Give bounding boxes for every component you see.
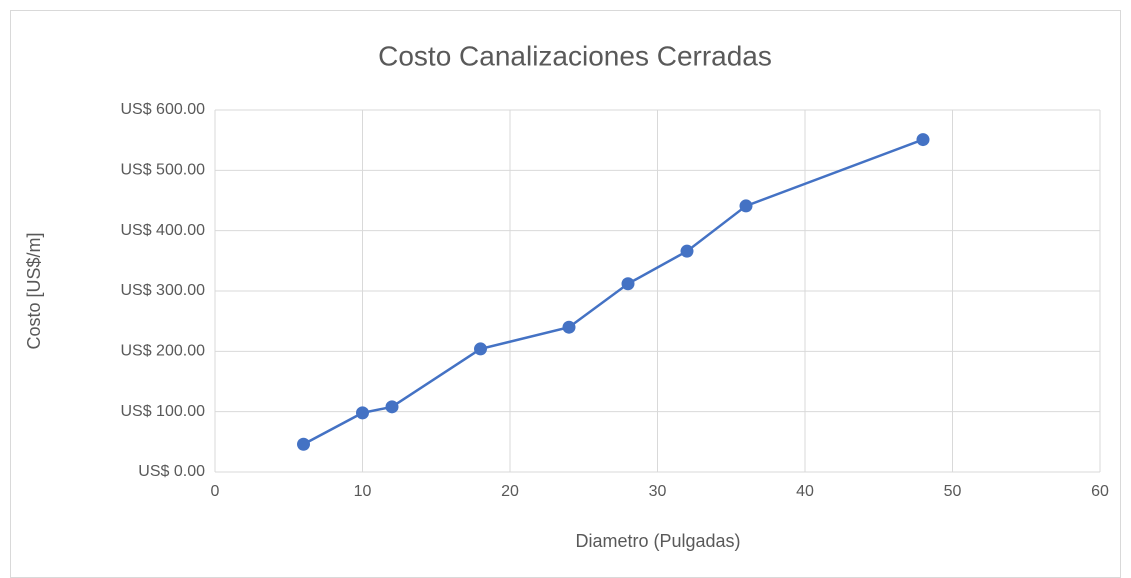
x-tick-label: 0	[211, 483, 220, 500]
x-tick-label: 10	[354, 483, 372, 500]
marker	[562, 320, 576, 334]
x-tick-label: 60	[1091, 483, 1109, 500]
x-tick-label: 20	[501, 483, 519, 500]
marker	[474, 342, 487, 356]
y-tick-label: US$ 300.00	[120, 282, 205, 299]
x-tick-label: 30	[649, 483, 667, 500]
marker	[297, 437, 310, 451]
chart-title: Costo Canalizaciones Cerradas	[378, 40, 772, 71]
chart-border	[10, 10, 1121, 578]
marker	[356, 406, 369, 420]
y-tick-label: US$ 400.00	[120, 222, 205, 239]
x-tick-label: 40	[796, 483, 814, 500]
x-axis-label: Diametro (Pulgadas)	[575, 531, 740, 551]
x-tick-label: 50	[944, 483, 962, 500]
marker	[385, 400, 399, 414]
y-tick-label: US$ 200.00	[120, 343, 205, 360]
marker	[621, 277, 635, 291]
y-tick-label: US$ 0.00	[138, 463, 205, 480]
y-tick-label: US$ 500.00	[120, 162, 205, 179]
y-axis-label: Costo [US$/m]	[24, 232, 44, 349]
marker	[739, 199, 753, 213]
y-tick-label: US$ 100.00	[120, 403, 205, 420]
marker	[916, 133, 930, 147]
marker	[680, 244, 694, 258]
y-tick-label: US$ 600.00	[120, 101, 205, 118]
